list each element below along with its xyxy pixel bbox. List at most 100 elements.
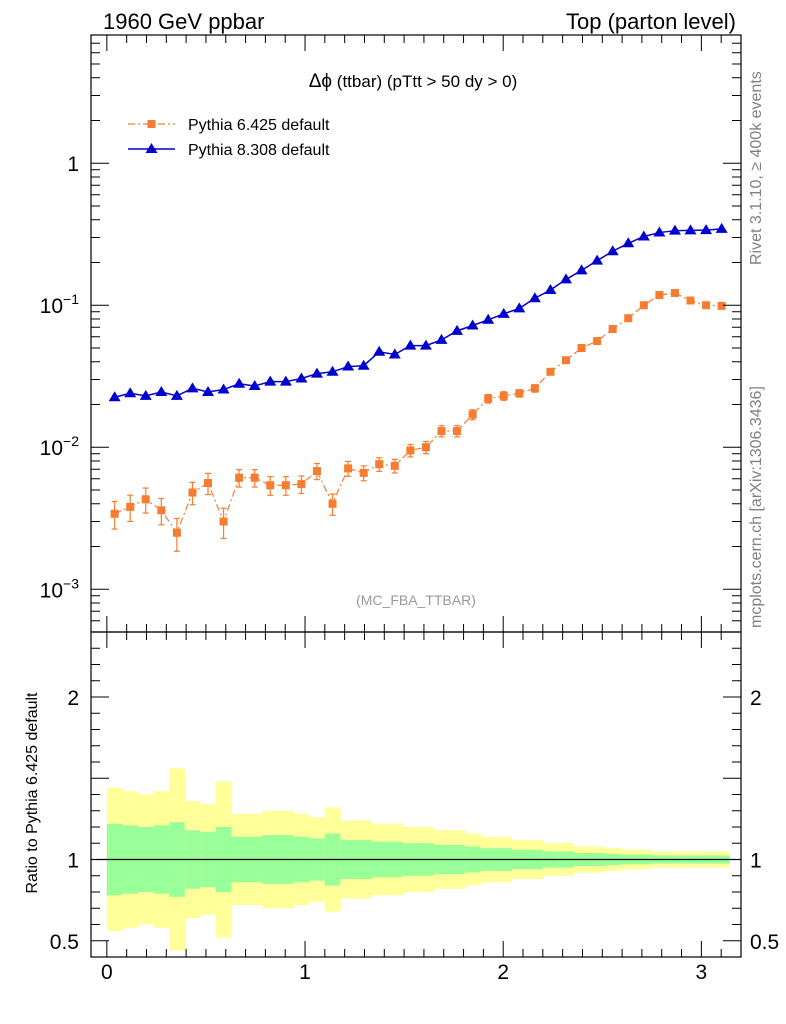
- data-point: [559, 273, 572, 284]
- series-pythia6: [110, 288, 726, 552]
- data-point: [497, 307, 510, 318]
- data-point: [717, 301, 726, 310]
- legend-label: Pythia 6.425 default: [188, 117, 330, 134]
- ratio-xtick-label: 0: [101, 961, 113, 984]
- data-point: [715, 222, 728, 233]
- main-ytick-label: 10−1: [40, 291, 80, 318]
- data-point: [653, 226, 666, 237]
- ytick-base: 10: [40, 437, 63, 460]
- data-point: [141, 495, 150, 504]
- data-point: [344, 464, 353, 473]
- legend-entry: Pythia 8.308 default: [128, 142, 330, 159]
- data-point: [281, 481, 290, 490]
- data-point: [279, 375, 292, 386]
- data-point: [390, 461, 399, 470]
- data-point: [219, 517, 228, 526]
- ratio-axes: 0.5 0.5 1 1 2 2 0 1 2 3: [50, 631, 779, 984]
- ratio-panel: [91, 768, 741, 951]
- legend-marker: [145, 143, 158, 153]
- data-point: [437, 427, 446, 436]
- data-point: [466, 319, 479, 330]
- data-point: [435, 333, 448, 344]
- data-point: [608, 325, 617, 334]
- data-point: [499, 391, 508, 400]
- data-point: [172, 528, 181, 537]
- data-point: [637, 230, 650, 241]
- data-point: [357, 359, 370, 370]
- data-point: [577, 343, 586, 352]
- data-point: [264, 375, 277, 386]
- data-point: [684, 224, 697, 235]
- ratio-ytick-label-right: 0.5: [750, 931, 779, 954]
- data-point: [373, 345, 386, 356]
- ytick-exponent: −3: [63, 575, 79, 591]
- data-point: [233, 377, 246, 388]
- title-symbol: Δϕ: [309, 71, 332, 92]
- data-point: [544, 284, 557, 295]
- data-point: [312, 467, 321, 476]
- data-point: [670, 288, 679, 297]
- data-point: [515, 389, 524, 398]
- analysis-watermark: (MC_FBA_TTBAR): [356, 592, 476, 608]
- header-right: Top (parton level): [566, 9, 736, 34]
- data-point: [404, 339, 417, 350]
- data-point: [139, 389, 152, 400]
- data-point: [110, 509, 119, 518]
- data-point: [593, 337, 602, 346]
- data-point: [561, 356, 570, 365]
- ytick-exponent: −2: [63, 433, 79, 449]
- data-point: [326, 365, 339, 376]
- data-point: [217, 383, 230, 394]
- legend-marker: [147, 120, 156, 128]
- title-rest: (ttbar) (pTtt > 50 dy > 0): [332, 72, 517, 91]
- ytick-base: 1: [67, 153, 79, 176]
- data-point: [655, 291, 664, 300]
- main-ytick-label: 10−2: [40, 433, 80, 460]
- data-point: [297, 480, 306, 489]
- side-version-text: Rivet 3.1.10, ≥ 400k events: [748, 71, 765, 265]
- main-ytick-label: 10−3: [40, 575, 80, 602]
- data-point: [606, 245, 619, 256]
- data-point: [468, 410, 477, 419]
- data-point: [126, 502, 135, 511]
- data-point: [170, 389, 183, 400]
- ratio-ytick-label-left: 1: [67, 850, 79, 873]
- data-point: [528, 292, 541, 303]
- data-point: [639, 301, 648, 310]
- series-line: [114, 228, 722, 398]
- data-point: [575, 264, 588, 275]
- series-pythia8: [108, 222, 728, 402]
- data-point: [186, 382, 199, 393]
- ytick-base: 10: [40, 579, 63, 602]
- header-left: 1960 GeV ppbar: [103, 9, 264, 34]
- data-point: [248, 379, 261, 390]
- data-point: [375, 460, 384, 469]
- data-point: [482, 313, 495, 324]
- data-point: [406, 446, 415, 455]
- data-point: [266, 481, 275, 490]
- ratio-xtick-label: 3: [696, 961, 708, 984]
- ratio-ytick-label-right: 1: [750, 850, 762, 873]
- data-point: [250, 473, 259, 482]
- ratio-xtick-label: 1: [299, 961, 311, 984]
- main-series-layer: [108, 222, 728, 552]
- data-point: [624, 314, 633, 323]
- ratio-ylabel: Ratio to Pythia 6.425 default: [24, 692, 41, 894]
- side-source-text: mcplots.cern.ch [arXiv:1306.3436]: [748, 386, 765, 628]
- ratio-ytick-label-left: 2: [67, 687, 79, 710]
- data-point: [388, 348, 401, 359]
- data-point: [359, 468, 368, 477]
- data-point: [453, 427, 462, 436]
- data-point: [484, 394, 493, 403]
- data-point: [108, 391, 121, 402]
- data-point: [124, 387, 137, 398]
- data-point: [622, 237, 635, 248]
- ratio-ytick-label-right: 2: [750, 687, 762, 710]
- data-point: [686, 296, 695, 305]
- main-ytick-label: 1: [67, 153, 79, 176]
- legend: Pythia 6.425 default Pythia 8.308 default: [128, 117, 330, 159]
- data-point: [591, 254, 604, 265]
- data-point: [702, 301, 711, 310]
- data-point: [342, 360, 355, 371]
